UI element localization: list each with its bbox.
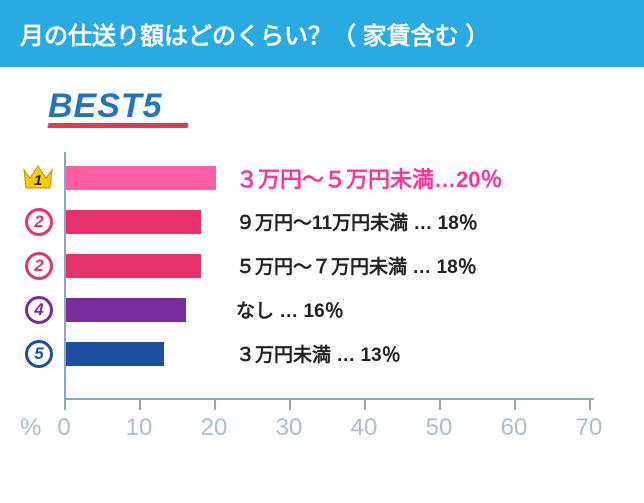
bar bbox=[66, 166, 216, 190]
svg-text:1: 1 bbox=[34, 172, 42, 189]
rank-badge: 2 bbox=[22, 206, 56, 240]
rank-number: 2 bbox=[25, 252, 53, 280]
rank-number: 5 bbox=[25, 340, 53, 368]
x-tick bbox=[139, 398, 141, 410]
row-label: ５万円〜７万円未満 … 18％ bbox=[236, 252, 477, 279]
row-label: なし … 16％ bbox=[236, 296, 344, 323]
x-tick bbox=[514, 398, 516, 410]
x-tick-label: 70 bbox=[576, 414, 603, 442]
x-tick-label: 60 bbox=[501, 414, 528, 442]
x-tick-label: 40 bbox=[351, 414, 378, 442]
header-title: 月の仕送り額はどのくらい？（ 家賃含む ） bbox=[20, 23, 489, 50]
x-tick bbox=[589, 398, 591, 410]
bar bbox=[66, 342, 164, 366]
best5-badge: BEST5 bbox=[48, 87, 188, 128]
rank-number: 2 bbox=[25, 208, 53, 236]
rank-badge: 5 bbox=[22, 338, 56, 372]
x-tick bbox=[214, 398, 216, 410]
rank-badge: 4 bbox=[22, 294, 56, 328]
best5-underline bbox=[47, 123, 188, 128]
bar bbox=[66, 210, 201, 234]
x-tick-label: 20 bbox=[201, 414, 228, 442]
bar bbox=[66, 298, 186, 322]
x-tick bbox=[439, 398, 441, 410]
x-unit-label: % bbox=[20, 414, 41, 442]
chart-row: 2 ５万円〜７万円未満 … 18％ bbox=[12, 248, 632, 288]
bar-chart: % 0 10 20 30 40 50 60 70 1 ３万円〜５万円未満…20％ 2 ９万円〜11万… bbox=[12, 152, 632, 452]
x-tick-label: 30 bbox=[276, 414, 303, 442]
rank-number: 4 bbox=[25, 296, 53, 324]
chart-row: 2 ９万円〜11万円未満 … 18％ bbox=[12, 204, 632, 244]
best5-text: BEST5 bbox=[48, 87, 188, 126]
chart-row: 4 なし … 16％ bbox=[12, 292, 632, 332]
x-tick-label: 0 bbox=[57, 414, 70, 442]
x-tick bbox=[289, 398, 291, 410]
rank-badge: 2 bbox=[22, 250, 56, 284]
chart-row: 5 ３万円未満 … 13％ bbox=[12, 336, 632, 376]
chart-row: 1 ３万円〜５万円未満…20％ bbox=[12, 160, 632, 200]
x-tick bbox=[364, 398, 366, 410]
row-label: ３万円未満 … 13％ bbox=[236, 340, 401, 367]
bar bbox=[66, 254, 201, 278]
row-label: ３万円〜５万円未満…20％ bbox=[236, 162, 502, 194]
x-tick-label: 10 bbox=[126, 414, 153, 442]
row-label: ９万円〜11万円未満 … 18％ bbox=[236, 208, 478, 235]
x-tick bbox=[64, 398, 66, 410]
header-bar: 月の仕送り額はどのくらい？（ 家賃含む ） bbox=[0, 0, 644, 67]
x-tick-label: 50 bbox=[426, 414, 453, 442]
crown-icon: 1 bbox=[22, 162, 56, 196]
